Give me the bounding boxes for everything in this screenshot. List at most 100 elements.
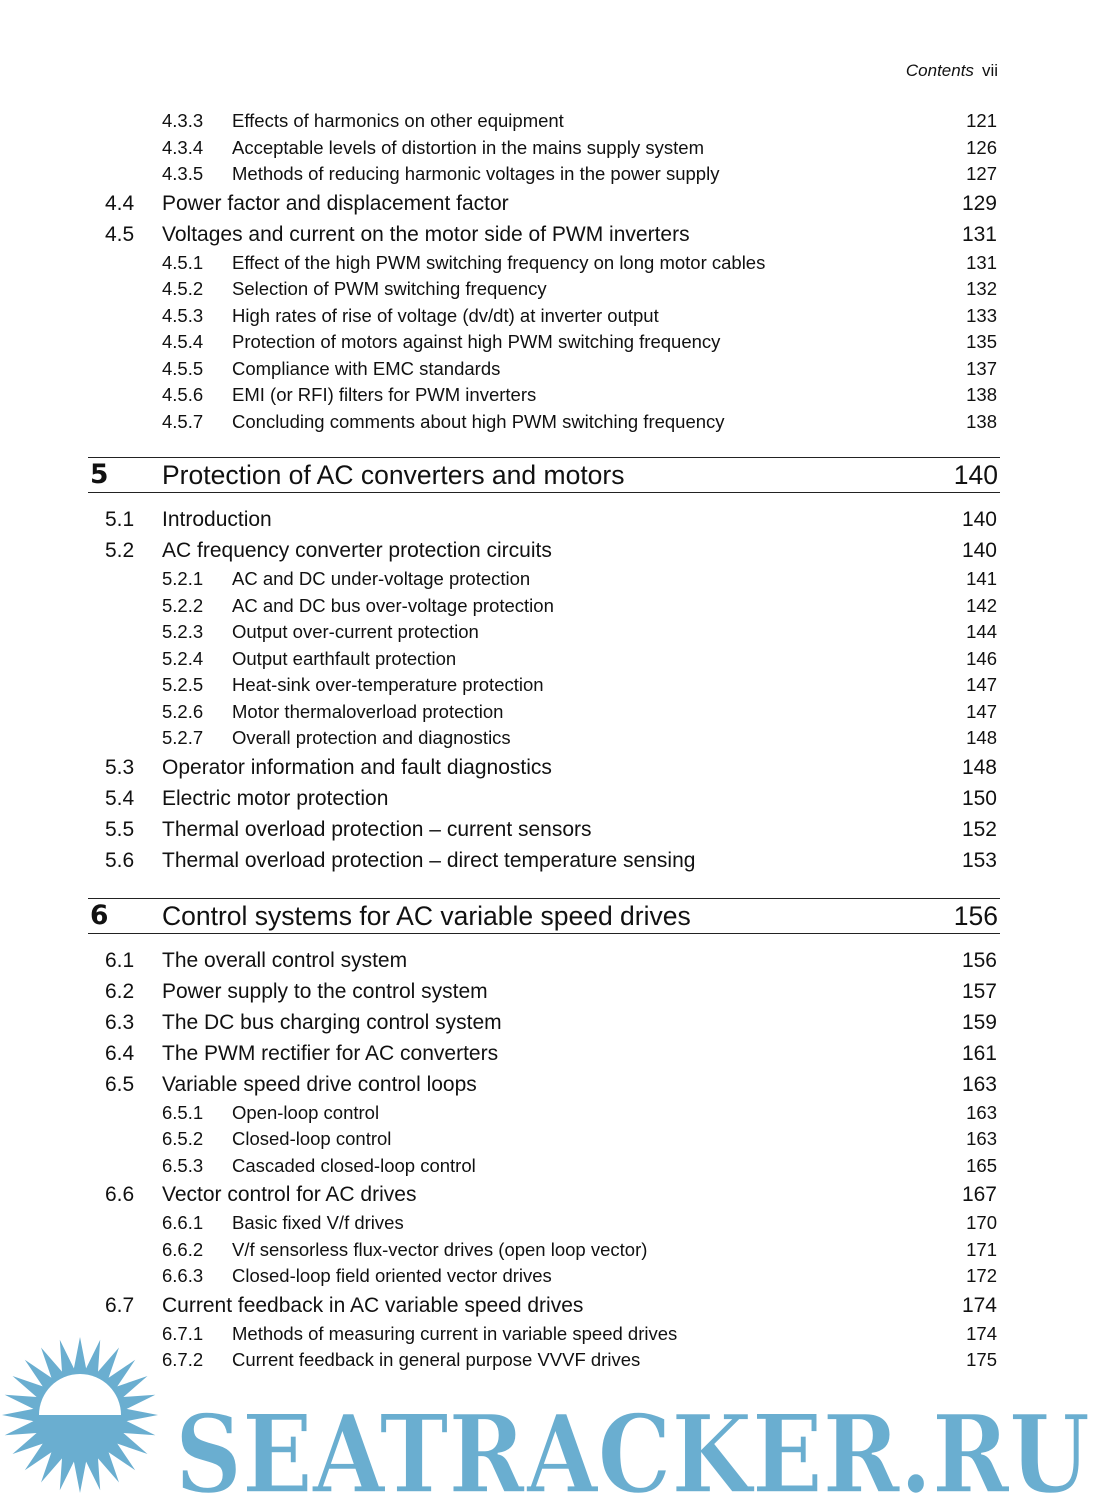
toc-entry: 6.4 The PWM rectifier for AC converters 16…: [0, 1038, 1106, 1069]
entry-title: Overall protection and diagnostics: [232, 727, 511, 748]
entry-number: 6.5.1: [162, 1101, 204, 1123]
entry-page: 127: [966, 163, 997, 184]
entry-number: 5.1: [105, 508, 135, 531]
toc-entry: 5.5 Thermal overload protection – current…: [0, 814, 1106, 845]
entry-title: Thermal overload protection – direct tem…: [162, 848, 696, 872]
entry-page: 148: [961, 755, 997, 779]
entry-title: Power factor and displacement factor: [162, 191, 509, 215]
toc-entry: 4.5.6 EMI (or RFI) filters for PWM invert…: [0, 382, 1106, 409]
entry-title: Current feedback in AC variable speed dr…: [162, 1293, 584, 1317]
toc-entry: 5.2.3 Output over-current protection 144: [0, 619, 1106, 646]
chapter-heading: 6 Control systems for AC variable speed d…: [88, 897, 1000, 934]
entry-number: 6.7.2: [162, 1349, 204, 1370]
entry-page: 138: [966, 410, 997, 432]
entry-number: 4.4: [105, 191, 135, 215]
entry-page: 161: [961, 1041, 997, 1065]
toc-entry: 6.6.1 Basic fixed V/f drives 170: [0, 1210, 1106, 1237]
entry-number: 6.3: [105, 1010, 135, 1034]
entry-title: Cascaded closed-loop control: [232, 1154, 476, 1176]
entry-page: 126: [966, 136, 997, 158]
entry-page: 163: [966, 1101, 997, 1123]
entry-number: 4.5.3: [162, 304, 204, 326]
toc-entry: 6.1 The overall control system 156: [0, 945, 1106, 976]
entry-page: 132: [966, 278, 997, 299]
toc-entry: 4.3.4 Acceptable levels of distortion in …: [0, 135, 1106, 162]
entry-page: 172: [966, 1265, 997, 1286]
entry-title: Vector control for AC drives: [162, 1183, 417, 1206]
entry-title: Selection of PWM switching frequency: [232, 278, 547, 299]
entry-page: 152: [961, 817, 997, 841]
entry-number: 5.2.3: [162, 621, 204, 642]
toc-entry: 6.5.1 Open-loop control 163: [0, 1100, 1106, 1127]
entry-title: Compliance with EMC standards: [232, 357, 501, 379]
entry-page: 146: [966, 647, 997, 669]
toc-entry: 4.5.4 Protection of motors against high P…: [0, 329, 1106, 356]
entry-page: 167: [961, 1183, 997, 1206]
toc-entry: 5.6 Thermal overload protection – direct …: [0, 845, 1106, 876]
entry-title: Basic fixed V/f drives: [232, 1212, 404, 1233]
entry-title: Control systems for AC variable speed dr…: [162, 900, 691, 931]
entry-page: 142: [966, 594, 997, 616]
toc-entry: 4.5 Voltages and current on the motor sid…: [0, 219, 1106, 250]
entry-number: 4.5.7: [162, 410, 204, 432]
toc-entry: 6.3 The DC bus charging control system 159: [0, 1007, 1106, 1038]
entry-title: V/f sensorless flux-vector drives (open …: [232, 1238, 648, 1260]
entry-title: Effect of the high PWM switching frequen…: [232, 251, 766, 273]
entry-page: 131: [961, 222, 997, 246]
entry-page: 137: [966, 357, 997, 379]
entry-number: 6.2: [105, 979, 135, 1003]
entry-page: 140: [961, 508, 997, 531]
entry-page: 163: [966, 1128, 997, 1149]
toc-entry: 5.2.1 AC and DC under-voltage protection 1…: [0, 566, 1106, 593]
entry-page: 150: [961, 786, 997, 810]
entry-page: 129: [961, 191, 997, 215]
toc-entry: 5.2.2 AC and DC bus over-voltage protecti…: [0, 593, 1106, 620]
entry-page: 141: [966, 568, 997, 589]
table-of-contents: 4.3.3 Effects of harmonics on other equip…: [0, 108, 1106, 1374]
entry-title: Acceptable levels of distortion in the m…: [232, 136, 704, 158]
entry-page: 174: [961, 1293, 997, 1317]
entry-title: The DC bus charging control system: [162, 1010, 502, 1034]
toc-entry: 5.2 AC frequency converter protection cir…: [0, 535, 1106, 566]
toc-entry: 4.3.3 Effects of harmonics on other equip…: [0, 108, 1106, 135]
entry-title: The overall control system: [162, 948, 408, 972]
entry-title: Operator information and fault diagnosti…: [162, 755, 552, 779]
entry-number: 5.2.4: [162, 647, 204, 669]
entry-title: Electric motor protection: [162, 786, 389, 810]
toc-entry: 6.7 Current feedback in AC variable speed…: [0, 1290, 1106, 1321]
entry-title: AC frequency converter protection circui…: [162, 539, 552, 562]
entry-page: 133: [966, 304, 997, 326]
toc-entry: 6.7.1 Methods of measuring current in var…: [0, 1321, 1106, 1348]
entry-number: 6.5.3: [162, 1154, 204, 1176]
entry-number: 6.6.2: [162, 1238, 204, 1260]
toc-entry: 6.6 Vector control for AC drives 167: [0, 1179, 1106, 1210]
entry-number: 5.5: [105, 817, 135, 841]
entry-title: Concluding comments about high PWM switc…: [232, 410, 725, 432]
entry-page: 165: [966, 1154, 997, 1176]
sun-logo-icon: [2, 1337, 158, 1493]
entry-page: 144: [966, 621, 997, 642]
toc-entry: 5.4 Electric motor protection 150: [0, 783, 1106, 814]
entry-number: 5.3: [105, 755, 135, 779]
entry-page: 171: [966, 1238, 997, 1260]
entry-page: 174: [966, 1322, 997, 1344]
entry-title: AC and DC bus over-voltage protection: [232, 594, 554, 616]
entry-number: 6.7.1: [162, 1322, 204, 1344]
entry-title: Closed-loop control: [232, 1128, 392, 1149]
watermark-text: SEATRACKER.RU: [175, 1392, 1090, 1496]
entry-page: 140: [953, 460, 998, 490]
toc-entry: 5.1 Introduction 140: [0, 504, 1106, 535]
entry-title: High rates of rise of voltage (dv/dt) at…: [232, 304, 659, 326]
entry-page: 147: [966, 674, 997, 695]
entry-number: 4.3.4: [162, 136, 204, 158]
entry-title: Output over-current protection: [232, 621, 479, 642]
entry-page: 156: [961, 948, 997, 972]
entry-number: 6.6.3: [162, 1265, 204, 1286]
entry-number: 5: [90, 459, 109, 490]
entry-number: 4.5.5: [162, 357, 204, 379]
entry-number: 4.5.1: [162, 251, 204, 273]
entry-title: Closed-loop field oriented vector drives: [232, 1265, 552, 1286]
entry-title: Power supply to the control system: [162, 979, 488, 1003]
entry-number: 6.7: [105, 1293, 135, 1317]
toc-entry: 5.2.6 Motor thermaloverload protection 147: [0, 699, 1106, 726]
